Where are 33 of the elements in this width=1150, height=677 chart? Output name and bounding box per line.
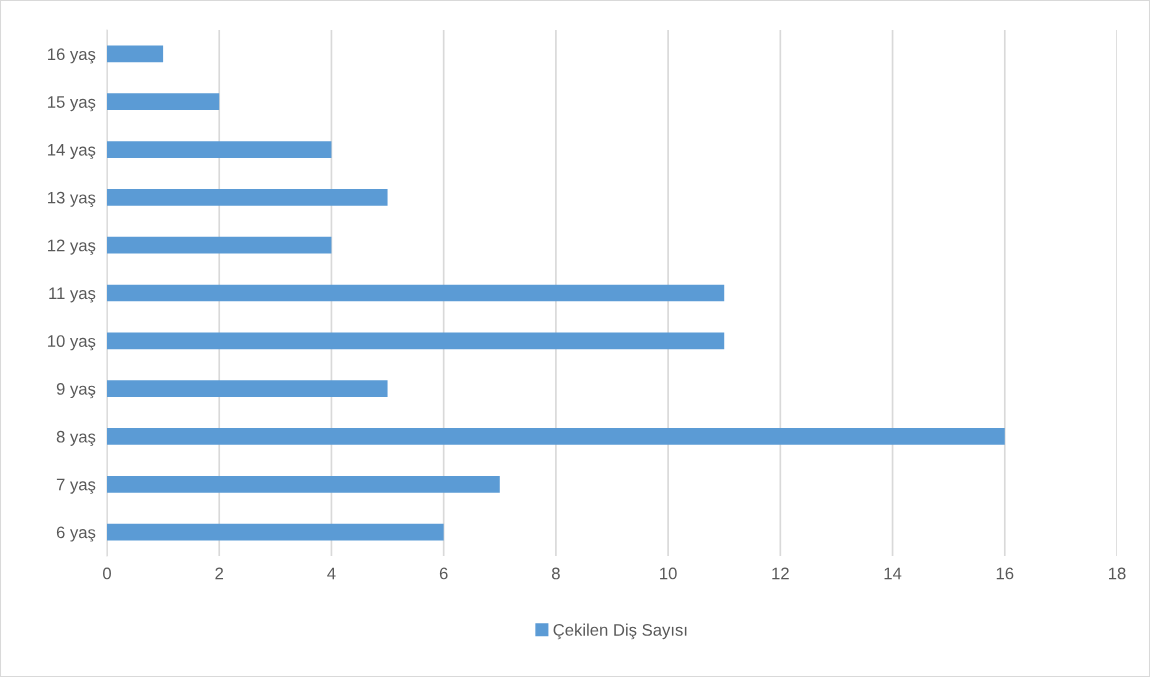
bar [107, 141, 332, 158]
y-tick-label: 14 yaş [48, 144, 96, 160]
x-tick-label: 14 [884, 567, 902, 580]
bar [107, 284, 725, 302]
bar [107, 236, 332, 254]
y-tick-label: 11 yaş [49, 287, 96, 303]
bar [107, 428, 1005, 445]
y-tick-label: 13 yaş [48, 191, 96, 207]
x-tick-label: 4 [327, 567, 336, 580]
y-tick-label: 10 yaş [48, 335, 96, 351]
x-tick-label: 10 [660, 567, 677, 580]
x-tick-label: 6 [439, 567, 448, 580]
bar [107, 523, 444, 541]
y-tick-label: 16 yaş [48, 48, 96, 64]
bar [107, 93, 220, 111]
x-tick-label: 16 [996, 567, 1014, 580]
bar [107, 332, 725, 350]
x-tick-label: 18 [1109, 567, 1126, 580]
bar [107, 475, 500, 493]
x-tick-label: 8 [551, 567, 560, 580]
x-tick-label: 12 [772, 567, 789, 580]
y-tick-label: 7 yaş [56, 478, 96, 494]
y-tick-label: 12 yaş [48, 239, 96, 255]
y-tick-label: 15 yaş [48, 96, 96, 112]
bar [107, 189, 388, 206]
x-tick-label: 0 [103, 567, 111, 580]
y-tick-label: 8 yaş [56, 430, 96, 446]
legend-label: Çekilen Diş Sayısı [553, 623, 687, 640]
bar [107, 380, 388, 397]
x-tick-label: 2 [215, 567, 224, 580]
y-tick-label: 9 yaş [56, 383, 96, 399]
y-tick-label: 6 yaş [56, 526, 96, 542]
bar [107, 45, 164, 63]
